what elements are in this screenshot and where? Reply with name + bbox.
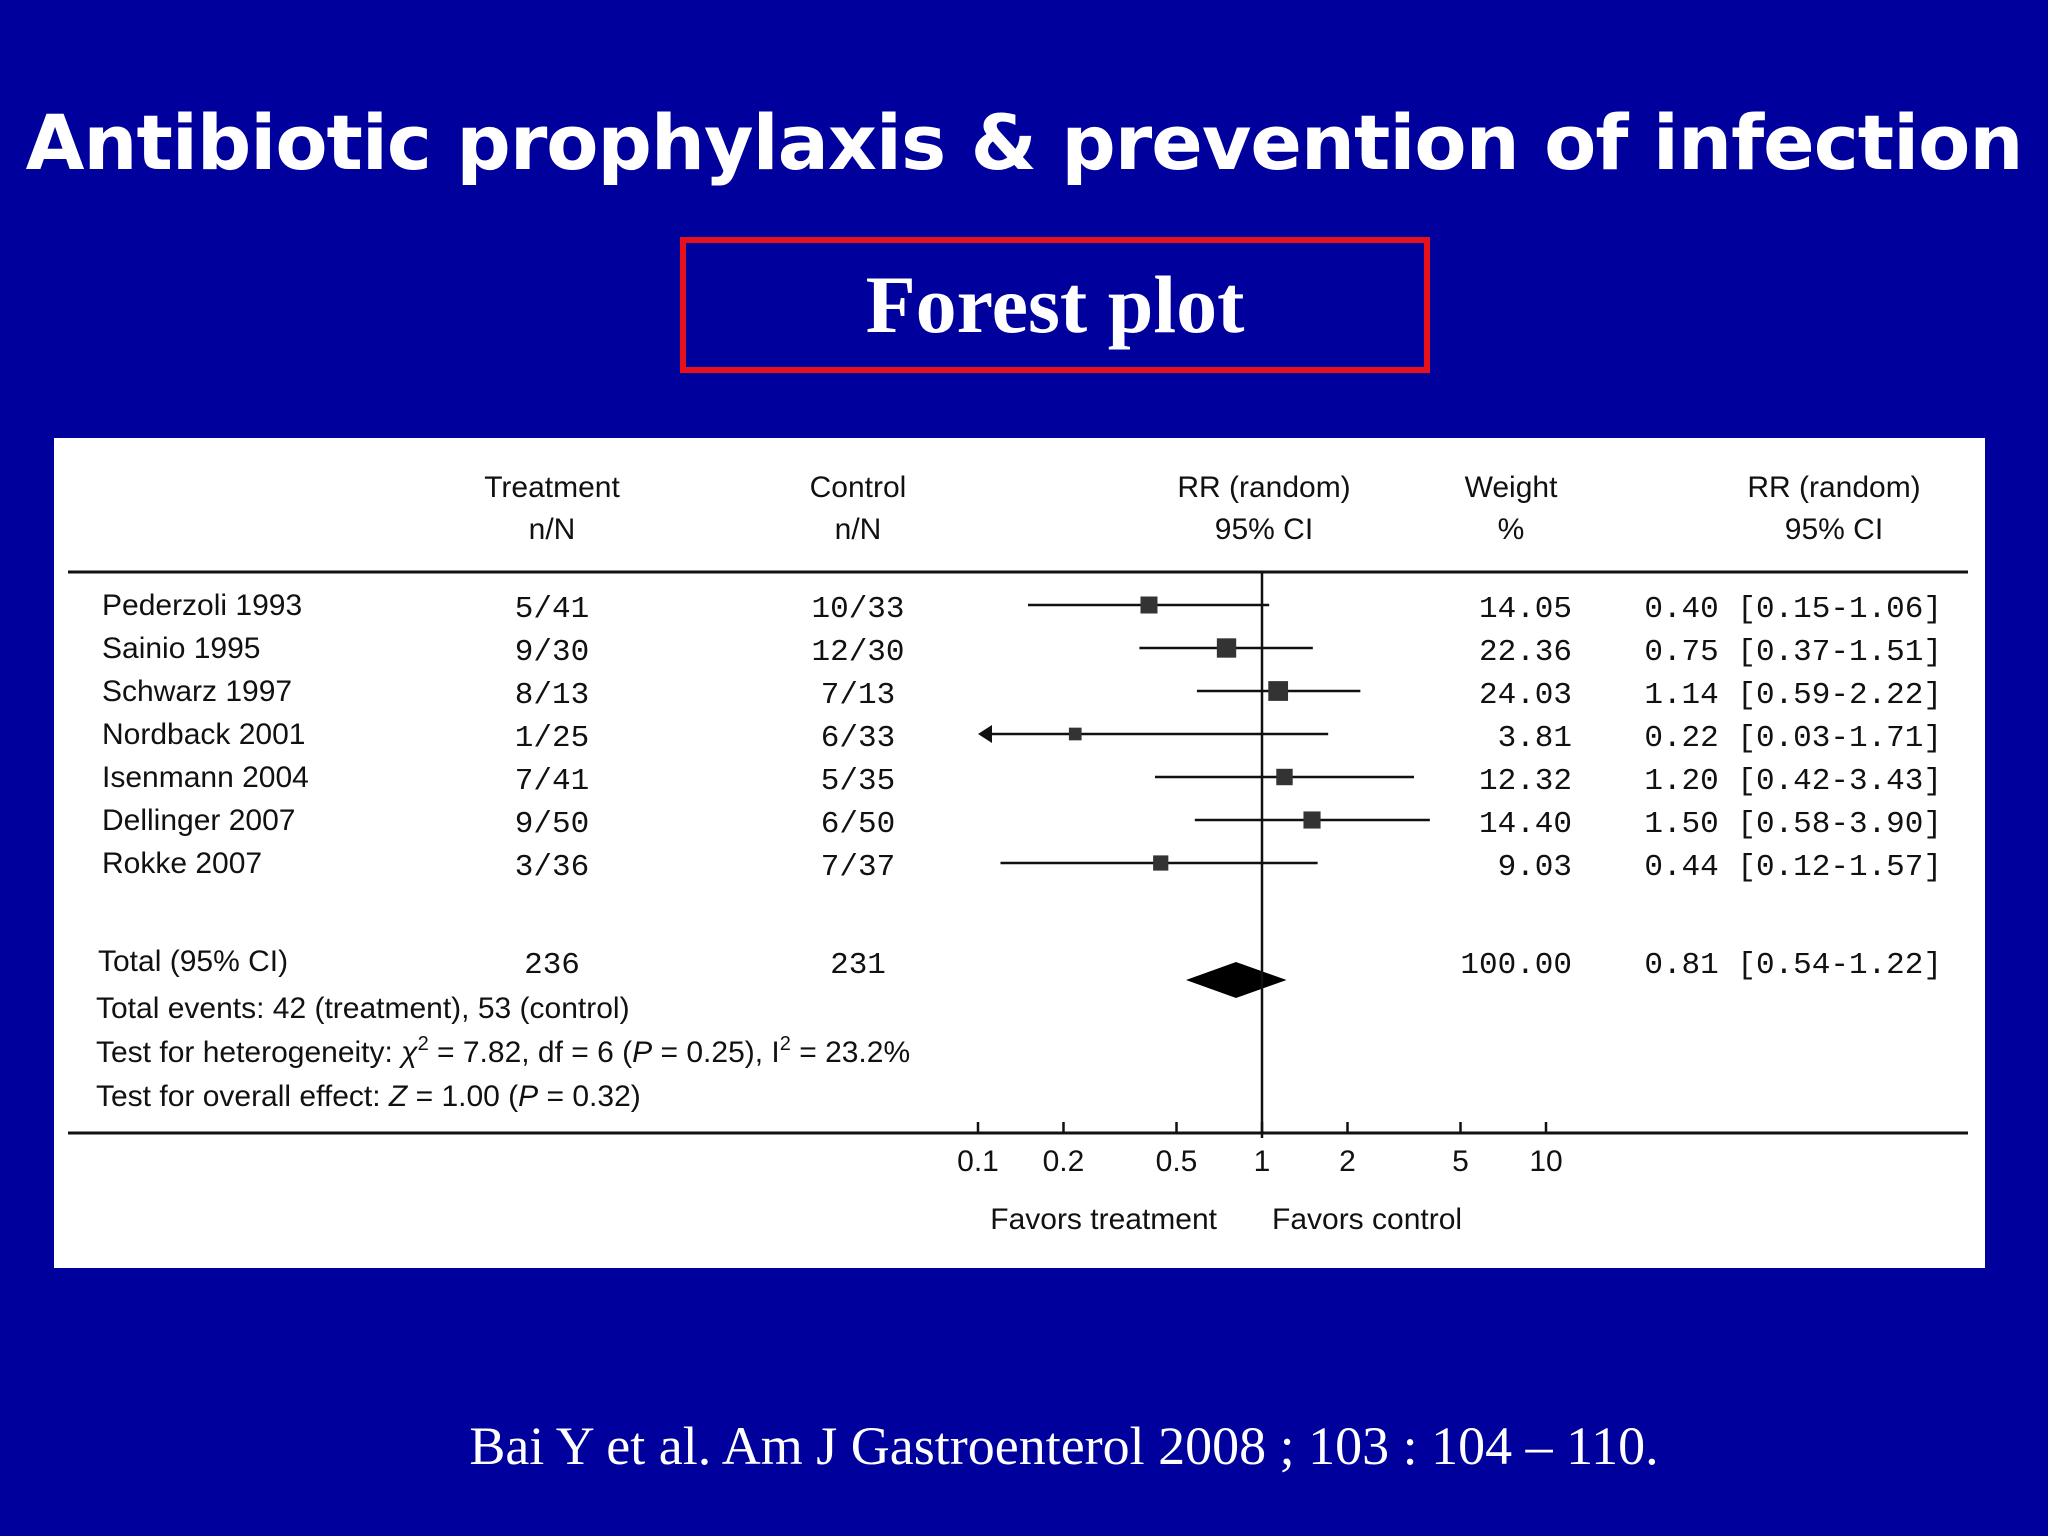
point-estimate bbox=[1216, 638, 1237, 658]
total-treatment: 236 bbox=[524, 948, 580, 983]
x-tick-label: 10 bbox=[1529, 1145, 1562, 1178]
note-overall-effect: Test for overall effect: Z = 1.00 (P = 0… bbox=[96, 1080, 641, 1113]
total-weight: 100.00 bbox=[1460, 948, 1572, 983]
x-tick-label: 2 bbox=[1339, 1145, 1356, 1178]
study-name: Isenmann 2004 bbox=[102, 761, 309, 794]
header-weight-line2: % bbox=[1498, 513, 1525, 546]
forest-plot-panel: Treatment n/N Control n/N RR (random) 95… bbox=[54, 438, 1985, 1268]
point-estimate bbox=[1268, 681, 1289, 701]
note-total-events: Total events: 42 (treatment), 53 (contro… bbox=[96, 992, 630, 1025]
plot-marks bbox=[978, 572, 1430, 1138]
x-tick-label: 1 bbox=[1254, 1145, 1271, 1178]
header-control-line1: Control bbox=[810, 471, 907, 504]
study-control: 10/33 bbox=[811, 592, 904, 627]
study-weight: 14.05 bbox=[1479, 592, 1572, 627]
header-weight-line1: Weight bbox=[1465, 471, 1558, 504]
study-name: Schwarz 1997 bbox=[102, 675, 292, 708]
study-treatment: 8/13 bbox=[515, 678, 589, 713]
x-tick-label: 0.1 bbox=[957, 1145, 999, 1178]
point-estimate bbox=[1140, 596, 1158, 614]
subtitle-box: Forest plot bbox=[680, 237, 1430, 373]
header-estimate-line1: RR (random) bbox=[1747, 471, 1920, 504]
subtitle-text: Forest plot bbox=[865, 259, 1245, 350]
x-tick-label: 0.2 bbox=[1043, 1145, 1085, 1178]
study-ci: 0.22 [0.03-1.71] bbox=[1644, 721, 1942, 756]
study-weight: 9.03 bbox=[1498, 850, 1572, 885]
favors-control-label: Favors control bbox=[1272, 1203, 1462, 1236]
citation: Bai Y et al. Am J Gastroenterol 2008 ; 1… bbox=[469, 1416, 1659, 1476]
study-control: 5/35 bbox=[821, 764, 895, 799]
x-tick-label: 5 bbox=[1452, 1145, 1469, 1178]
study-name: Nordback 2001 bbox=[102, 718, 305, 751]
forest-plot: Treatment n/N Control n/N RR (random) 95… bbox=[68, 471, 1968, 1236]
total-control: 231 bbox=[830, 948, 886, 983]
study-weight: 24.03 bbox=[1479, 678, 1572, 713]
study-treatment: 9/50 bbox=[515, 807, 589, 842]
study-control: 6/33 bbox=[821, 721, 895, 756]
study-treatment: 7/41 bbox=[515, 764, 589, 799]
x-tick-label: 0.5 bbox=[1156, 1145, 1198, 1178]
study-ci: 0.44 [0.12-1.57] bbox=[1644, 850, 1942, 885]
study-treatment: 1/25 bbox=[515, 721, 589, 756]
header-plot-line2: 95% CI bbox=[1215, 513, 1313, 546]
study-name: Sainio 1995 bbox=[102, 632, 260, 665]
study-ci: 0.40 [0.15-1.06] bbox=[1644, 592, 1942, 627]
header-control-line2: n/N bbox=[835, 513, 882, 546]
study-control: 7/13 bbox=[821, 678, 895, 713]
pooled-diamond bbox=[1185, 962, 1287, 998]
header-estimate-line2: 95% CI bbox=[1785, 513, 1883, 546]
study-weight: 12.32 bbox=[1479, 764, 1572, 799]
study-name: Dellinger 2007 bbox=[102, 804, 295, 837]
study-weight: 3.81 bbox=[1498, 721, 1572, 756]
x-axis-ticks: 0.1 0.2 0.5 1 2 5 10 bbox=[957, 1122, 1563, 1178]
point-estimate bbox=[1068, 727, 1082, 741]
ci-arrow bbox=[978, 725, 992, 743]
header-plot-line1: RR (random) bbox=[1177, 471, 1350, 504]
study-rows: Pederzoli 1993 5/41 10/33 14.05 0.40 [0.15-1… bbox=[98, 589, 1942, 983]
point-estimate bbox=[1276, 768, 1293, 786]
study-control: 7/37 bbox=[821, 850, 895, 885]
note-heterogeneity: Test for heterogeneity: χ2 = 7.82, df = … bbox=[96, 1033, 910, 1069]
study-weight: 14.40 bbox=[1479, 807, 1572, 842]
total-ci: 0.81 [0.54-1.22] bbox=[1644, 948, 1942, 983]
study-ci: 1.50 [0.58-3.90] bbox=[1644, 807, 1942, 842]
study-ci: 1.14 [0.59-2.22] bbox=[1644, 678, 1942, 713]
study-treatment: 9/30 bbox=[515, 635, 589, 670]
favors-treatment-label: Favors treatment bbox=[990, 1203, 1217, 1236]
header-treatment-line2: n/N bbox=[529, 513, 576, 546]
total-label: Total (95% CI) bbox=[98, 945, 288, 978]
header-treatment-line1: Treatment bbox=[484, 471, 620, 504]
study-name: Rokke 2007 bbox=[102, 847, 262, 880]
study-name: Pederzoli 1993 bbox=[102, 589, 302, 622]
study-treatment: 3/36 bbox=[515, 850, 589, 885]
study-control: 12/30 bbox=[811, 635, 904, 670]
study-weight: 22.36 bbox=[1479, 635, 1572, 670]
study-control: 6/50 bbox=[821, 807, 895, 842]
slide-title: Antibiotic prophylaxis & prevention of i… bbox=[25, 98, 2024, 187]
study-treatment: 5/41 bbox=[515, 592, 589, 627]
study-ci: 0.75 [0.37-1.51] bbox=[1644, 635, 1942, 670]
point-estimate bbox=[1153, 855, 1169, 871]
point-estimate bbox=[1303, 811, 1321, 829]
study-ci: 1.20 [0.42-3.43] bbox=[1644, 764, 1942, 799]
